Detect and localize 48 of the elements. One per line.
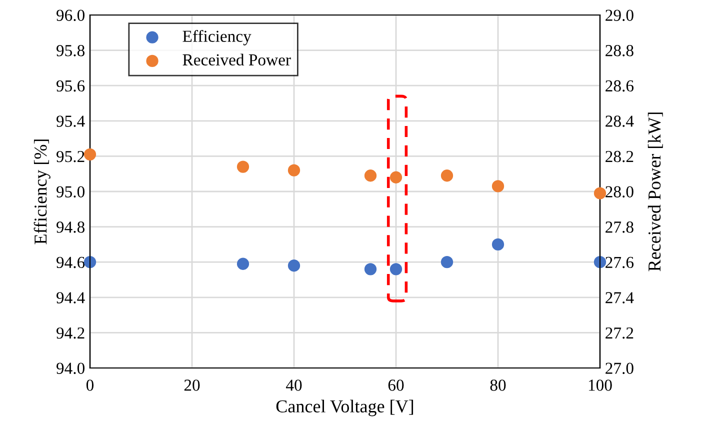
y2-tick-label: 27.8 [606,222,634,233]
y-tick-label: 95.0 [56,186,85,198]
y-tick-label: 94.8 [56,222,85,233]
x-tick-label: 0 [86,380,94,391]
y2-tick-label: 27.4 [606,292,634,304]
y2-tick-label: 28.4 [606,116,634,127]
y-tick-label: 96.0 [56,10,85,22]
point [440,256,454,268]
y2-tick-label: 28.8 [606,45,634,56]
y-tick-label: 95.8 [56,45,85,56]
x-axis-title: Cancel Voltage [V] [276,400,414,416]
point [84,148,96,161]
point [364,170,377,182]
point [288,164,300,176]
y-tick-label: 95.4 [56,116,85,127]
point [390,263,402,276]
point [594,256,606,268]
y2-axis-title: Received Power [kW] [648,112,663,272]
legend-label: Efficiency [182,30,252,46]
y2-tick-label: 28.2 [606,150,634,162]
x-tick-label: 80 [490,380,506,391]
y2-tick-label: 27.2 [606,327,634,339]
x-tick-label: 40 [286,380,302,391]
y-tick-label: 94.6 [56,256,85,268]
y2-tick-label: 27.6 [606,256,634,268]
point [288,260,300,272]
point [364,263,377,276]
y-axis-title: Efficiency [%] [34,140,50,244]
point [492,238,504,251]
y-tick-label: 94.4 [56,292,85,304]
y-tick-label: 94.2 [56,327,84,339]
y2-tick-label: 29.0 [606,10,634,22]
y-tick-label: 94.0 [56,362,85,374]
x-tick-label: 100 [588,380,612,391]
point [492,180,504,192]
point [440,170,454,182]
point [236,258,250,270]
x-tick-label: 60 [388,380,404,391]
point [390,171,402,184]
point [594,187,606,200]
legend-label: Received Power [182,54,291,66]
y-tick-label: 95.6 [56,80,85,92]
y2-tick-label: 28.6 [606,80,634,92]
point [236,160,250,173]
y2-tick-label: 28.0 [606,186,634,198]
y2-tick-label: 27.0 [606,362,634,374]
y-tick-label: 95.2 [56,150,84,162]
x-tick-label: 20 [184,380,200,391]
